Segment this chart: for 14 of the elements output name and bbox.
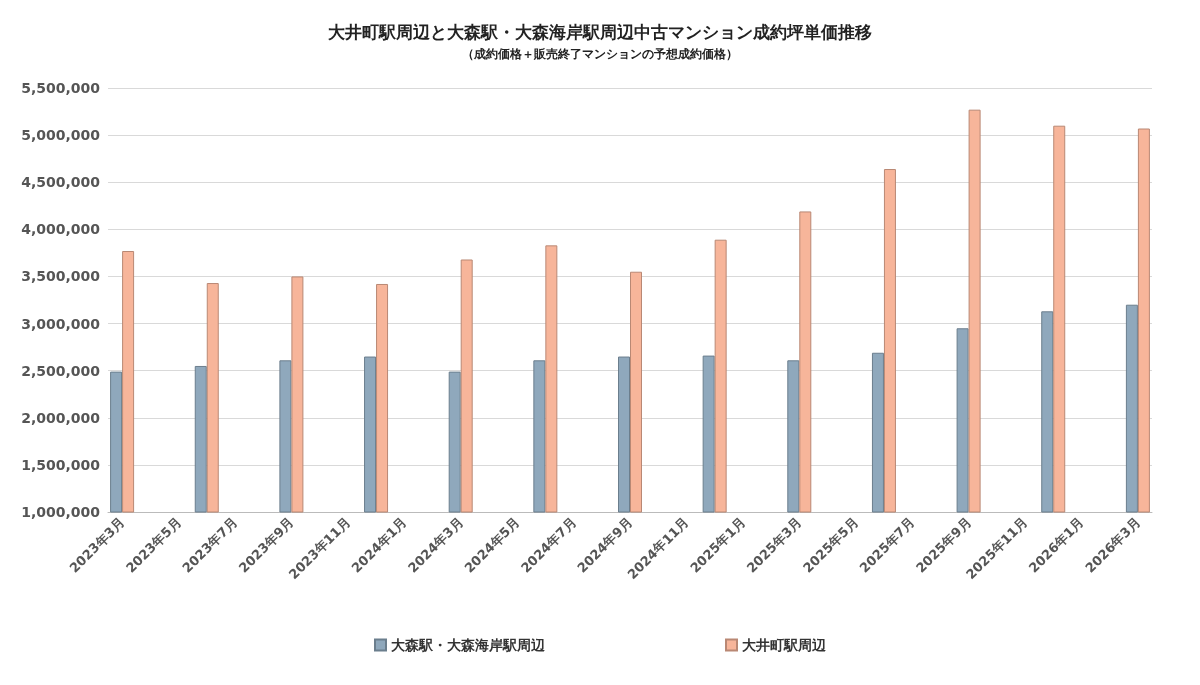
y-tick-label: 5,000,000 [21,127,101,144]
y-tick-label: 3,500,000 [21,268,101,285]
y-tick-label: 2,500,000 [21,362,101,379]
chart-title: 大井町駅周辺と大森駅・大森海岸駅周辺中古マンション成約坪単価推移 [328,21,872,42]
y-tick-label: 4,500,000 [21,174,101,191]
legend-label: 大森駅・大森海岸駅周辺 [391,637,546,653]
y-tick-label: 1,500,000 [21,456,101,473]
y-tick-label: 1,000,000 [21,504,101,520]
y-tick-label: 2,000,000 [21,409,101,426]
y-tick-label: 4,000,000 [21,221,101,238]
chart-subtitle: （成約価格＋販売終了マンションの予想成約価格） [462,47,738,61]
y-tick-label: 5,500,000 [21,80,101,96]
y-tick-label: 3,000,000 [21,315,101,332]
legend-label: 大井町駅周辺 [742,637,827,653]
